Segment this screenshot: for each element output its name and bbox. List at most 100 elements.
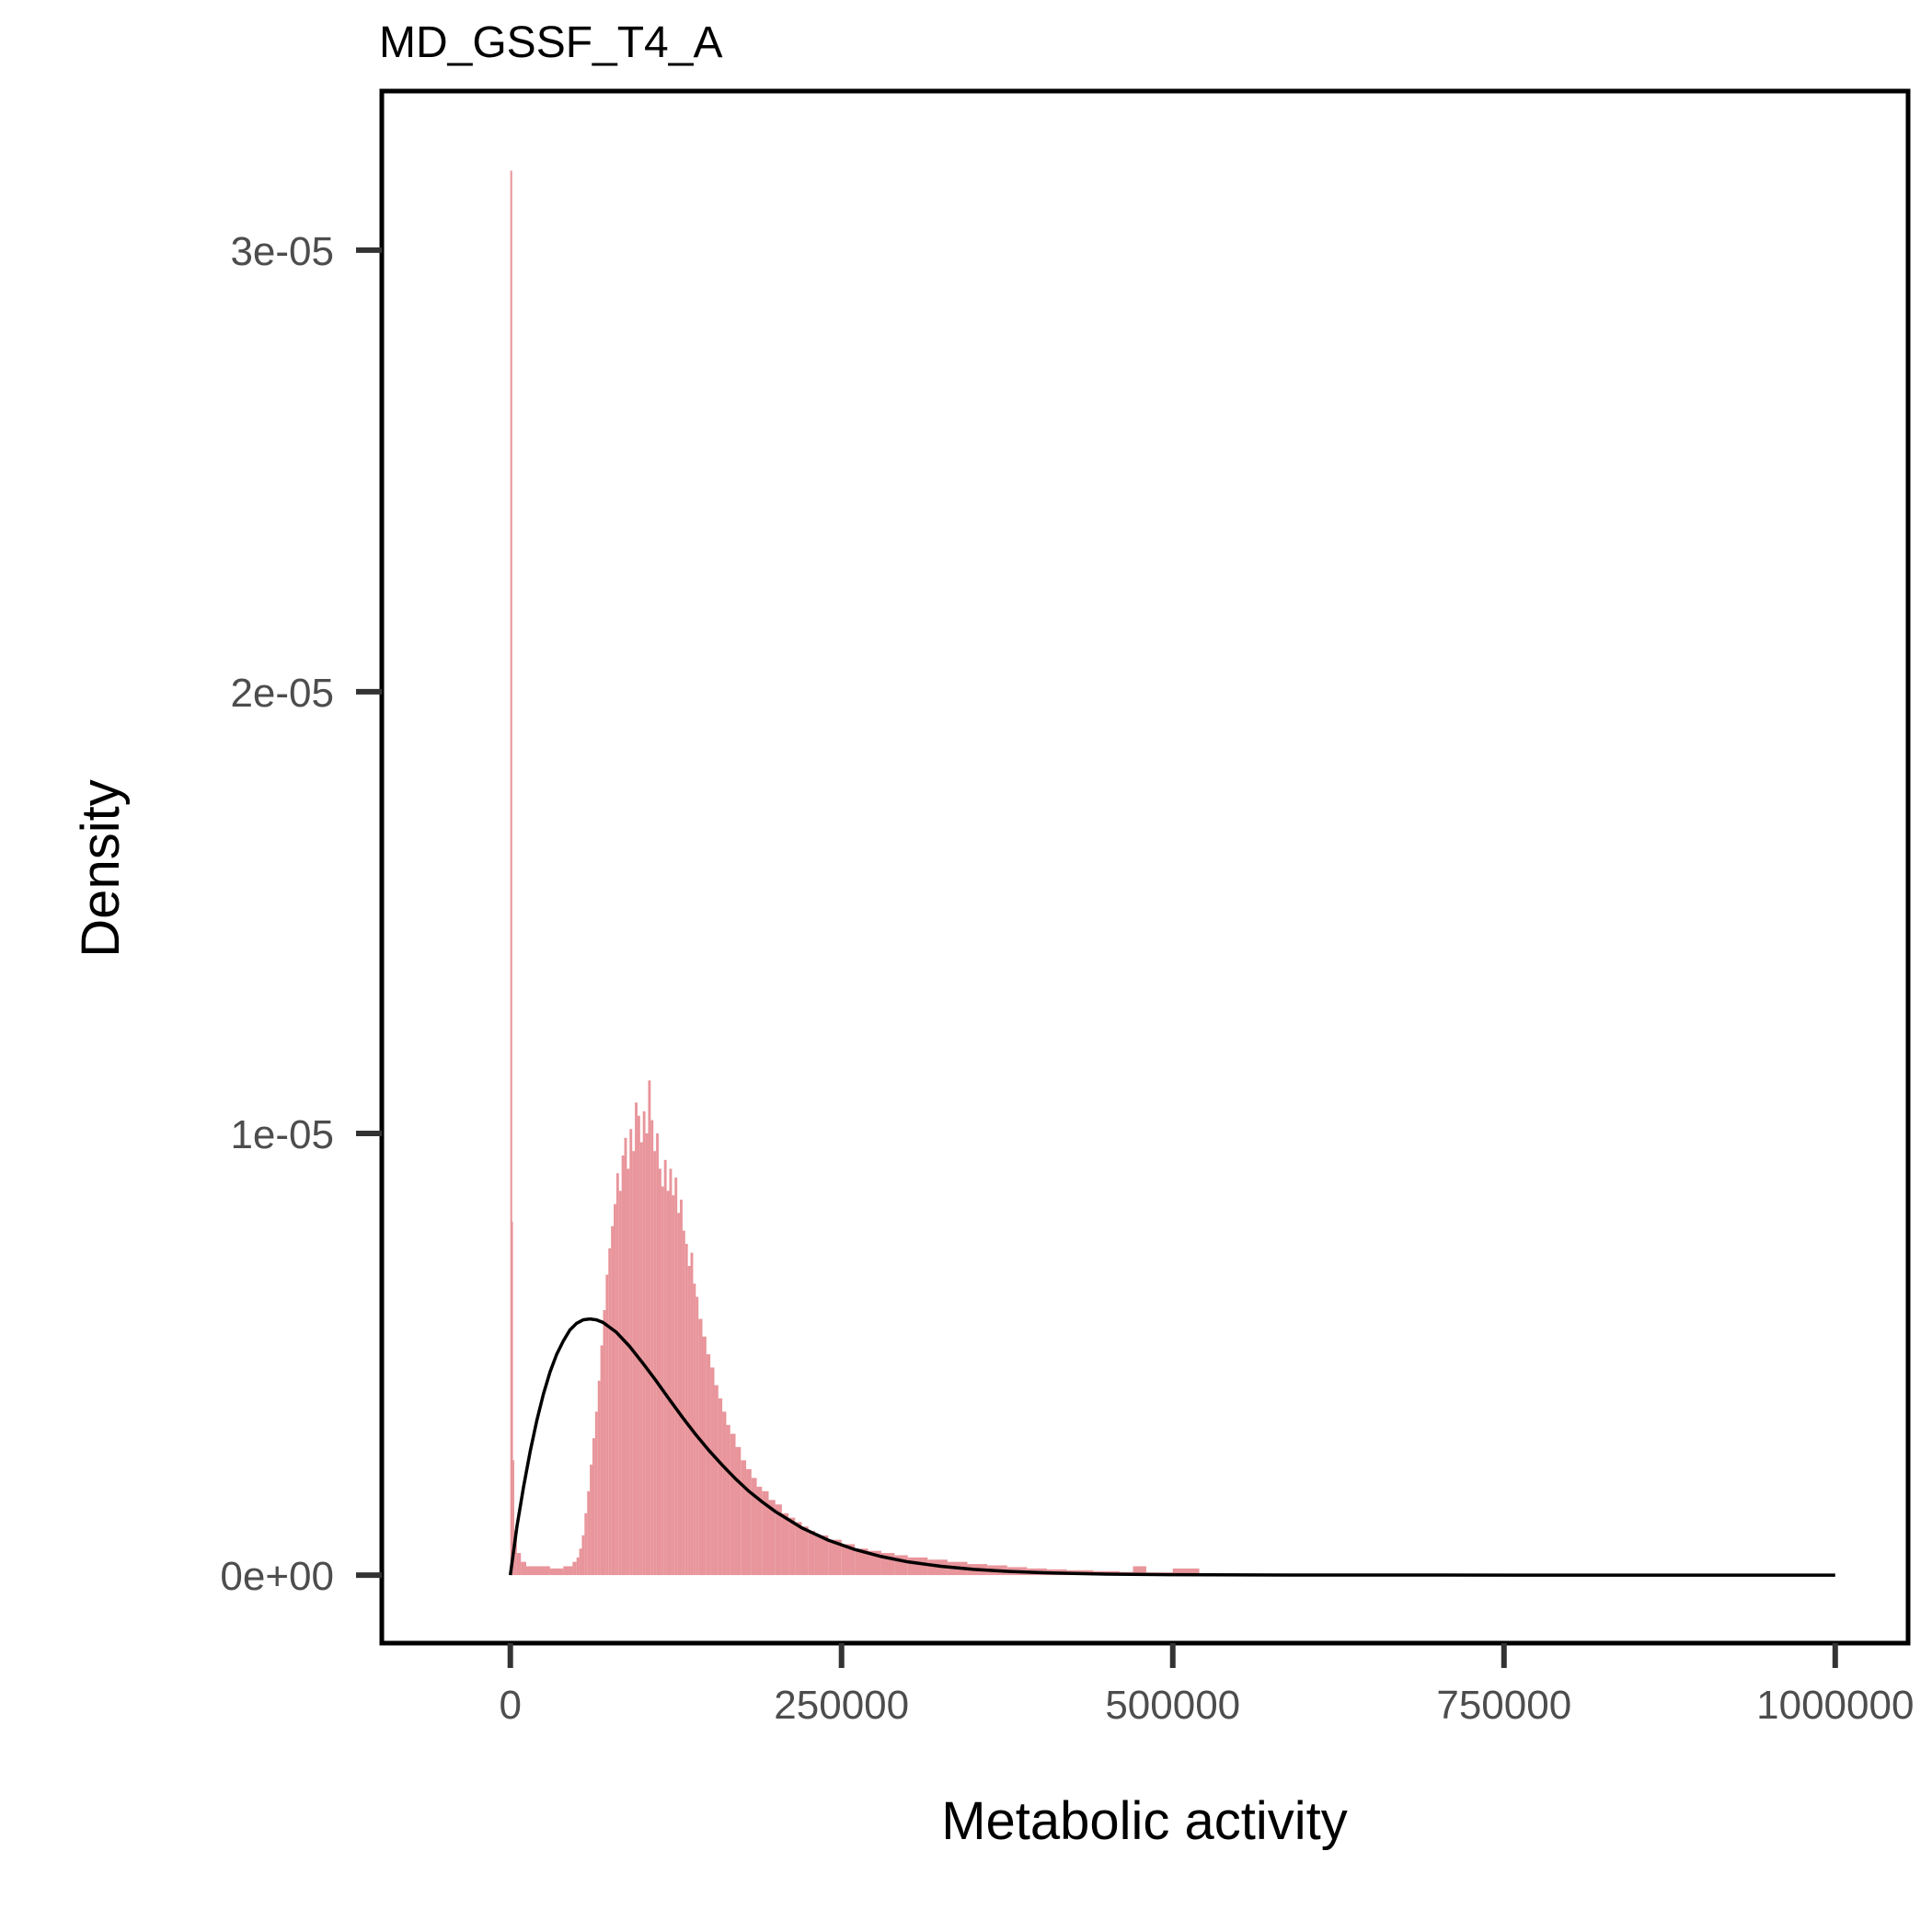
histogram-bar — [576, 1557, 580, 1576]
histogram-bar — [563, 1566, 573, 1576]
histogram-bar — [632, 1151, 636, 1576]
y-tick-label: 1e-05 — [230, 1112, 334, 1157]
histogram-bar — [1172, 1568, 1200, 1576]
histogram-bar — [741, 1460, 747, 1576]
histogram-bar — [525, 1566, 537, 1576]
histogram-bar — [726, 1424, 730, 1576]
histogram-bar — [653, 1151, 657, 1576]
histogram-bar — [510, 170, 512, 1576]
histogram-bar — [627, 1168, 630, 1576]
histogram-bar — [615, 1173, 619, 1576]
histogram-bar — [669, 1168, 673, 1576]
histogram-bar — [746, 1468, 752, 1576]
x-axis-label: Metabolic activity — [941, 1791, 1348, 1851]
histogram-bar — [621, 1155, 625, 1576]
histogram-bar — [584, 1512, 588, 1576]
chart-title: MD_GSSF_T4_A — [379, 18, 722, 67]
histogram-bar — [618, 1190, 622, 1576]
histogram-bar — [661, 1186, 664, 1576]
histogram-bar — [629, 1129, 633, 1576]
histogram-bar — [710, 1367, 715, 1576]
histogram-bar — [642, 1110, 646, 1576]
histogram-bar — [521, 1561, 526, 1576]
histogram-bar — [762, 1490, 769, 1576]
histogram-bar — [690, 1252, 694, 1576]
histogram-bar — [730, 1433, 736, 1576]
histogram-bar — [656, 1133, 659, 1576]
histogram-bar — [645, 1133, 649, 1576]
histogram-bar — [624, 1137, 627, 1576]
histogram-bar — [680, 1200, 683, 1576]
histogram-bar — [590, 1465, 592, 1576]
histogram-bar — [702, 1336, 707, 1576]
histogram-bar — [828, 1539, 842, 1576]
histogram-bar — [572, 1561, 577, 1576]
y-tick-label: 2e-05 — [230, 671, 334, 716]
histogram-bar — [650, 1120, 654, 1576]
y-axis: 0e+00 1e-05 2e-05 3e-05 — [220, 229, 382, 1599]
plot-panel-border — [379, 88, 1911, 1646]
fit-curve-line — [508, 1317, 1835, 1577]
y-axis-label: Density — [71, 779, 131, 957]
histogram-bar — [756, 1487, 763, 1576]
histogram-bar — [581, 1535, 585, 1576]
histogram-bar — [788, 1517, 796, 1576]
histogram-bar — [706, 1354, 711, 1576]
x-tick-label: 250000 — [774, 1683, 909, 1728]
histogram-bar — [677, 1213, 681, 1576]
histogram-bar — [735, 1446, 742, 1576]
histogram-bar — [718, 1398, 723, 1576]
histogram-bar — [682, 1230, 685, 1576]
histogram-bar — [663, 1159, 667, 1576]
histogram-bar — [536, 1566, 550, 1576]
histogram-bar — [693, 1283, 696, 1576]
histogram-bar — [516, 1553, 522, 1576]
histogram-bar — [672, 1195, 675, 1576]
histogram-bar — [714, 1385, 719, 1576]
histogram-bar — [600, 1345, 604, 1576]
x-axis: 0 250000 500000 750000 1000000 — [499, 1643, 1914, 1728]
histogram-bar — [614, 1203, 616, 1576]
histogram-bar — [605, 1274, 609, 1576]
histogram-bar — [637, 1115, 640, 1576]
histogram-bar — [597, 1380, 601, 1576]
histogram-bar — [674, 1177, 678, 1576]
histogram-bar — [579, 1548, 582, 1576]
y-tick-label: 3e-05 — [230, 229, 334, 274]
histogram-bar — [795, 1522, 802, 1576]
histogram-bar — [855, 1548, 868, 1576]
histogram-bar — [639, 1142, 643, 1576]
histogram-bar — [808, 1531, 815, 1576]
histogram-bar — [666, 1190, 670, 1576]
histogram-bar — [592, 1438, 595, 1576]
histogram-bar — [514, 1531, 517, 1576]
histogram-bar — [594, 1411, 598, 1576]
histogram-bar — [781, 1512, 789, 1576]
histogram-bar — [1133, 1566, 1146, 1576]
histogram-bar — [684, 1244, 688, 1576]
histogram-bar — [814, 1535, 829, 1576]
x-tick-label: 0 — [499, 1683, 521, 1728]
x-tick-label: 750000 — [1436, 1683, 1571, 1728]
histogram-bar — [907, 1557, 928, 1576]
histogram-bar — [608, 1248, 612, 1576]
histogram-bar — [775, 1504, 782, 1576]
histogram-bar — [687, 1266, 691, 1576]
histogram-bar — [648, 1080, 651, 1576]
histogram-bar — [512, 1460, 515, 1576]
x-tick-label: 1000000 — [1756, 1683, 1914, 1728]
histogram-bar — [611, 1225, 615, 1576]
histogram-bar — [658, 1168, 661, 1576]
histogram-bar — [635, 1102, 638, 1576]
histogram-bar — [722, 1411, 727, 1576]
histogram-bar — [603, 1310, 606, 1576]
y-tick-label: 0e+00 — [220, 1554, 334, 1599]
histogram-bar — [549, 1568, 564, 1576]
histogram-bar — [751, 1478, 757, 1576]
histogram-bar — [768, 1500, 776, 1576]
histogram-bar — [698, 1318, 703, 1576]
histogram-bar — [841, 1544, 856, 1576]
histogram-bar — [801, 1526, 809, 1576]
